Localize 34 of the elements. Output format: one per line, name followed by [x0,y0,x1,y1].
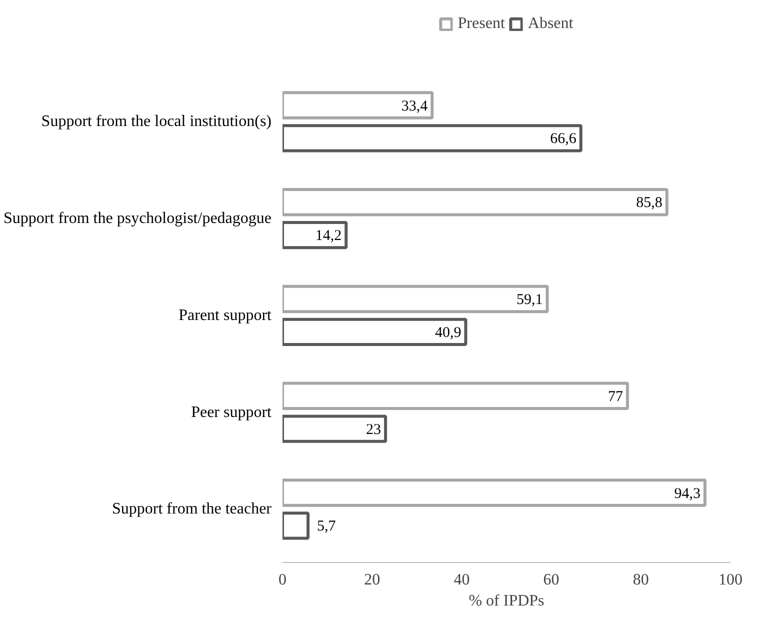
x-axis-title: % of IPDPs [468,592,544,610]
data-label: 59,1 [516,292,543,308]
data-label: 94,3 [674,486,700,502]
data-label: 66,6 [550,131,577,148]
data-label: 14,2 [315,228,342,244]
x-tick-label: 60 [543,572,560,588]
data-label: 40,9 [435,324,462,341]
data-label: 23 [366,422,382,438]
y-tick-label: Peer support [191,404,272,421]
y-tick-label: Support from the teacher [112,500,272,518]
legend-label: Absent [528,15,574,33]
bar [282,91,434,120]
x-tick-label: 40 [454,572,470,588]
x-tick-label: 0 [278,572,286,588]
x-tick-label: 80 [632,572,649,588]
bar [282,478,706,507]
legend-label: Present [458,15,505,33]
y-tick-label: Support from the psychologist/pedagogue [4,210,272,228]
bar [282,124,582,152]
y-tick-label: Parent support [178,306,272,324]
bar [282,188,668,216]
y-tick-label: Support from the local institution(s) [41,113,272,130]
bar [282,414,388,443]
bar [282,382,629,410]
bar [282,220,348,250]
bar [282,318,468,346]
data-label: 33,4 [401,98,428,114]
x-tick-label: 100 [718,572,742,588]
data-label: 85,8 [636,195,662,212]
x-tick-label: 20 [364,572,380,588]
data-label: 77 [608,388,624,405]
bar [282,284,549,314]
data-label: 5,7 [316,518,336,535]
bar [282,512,310,540]
